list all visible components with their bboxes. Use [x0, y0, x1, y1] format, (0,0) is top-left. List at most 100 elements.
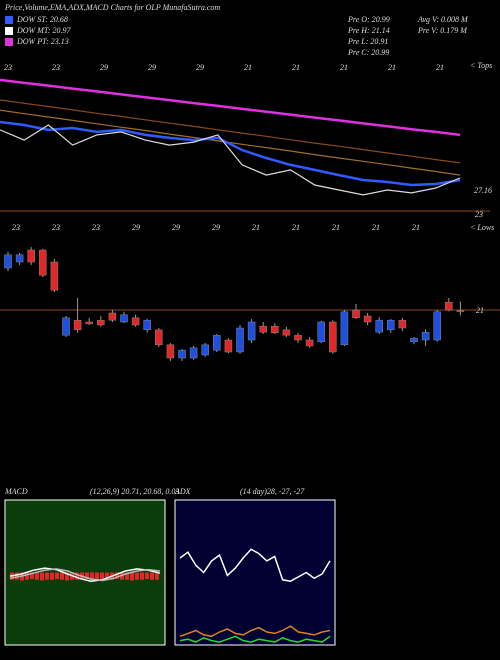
- info-label: Pre L: 20.91: [347, 37, 388, 46]
- date-label: 21: [252, 223, 260, 232]
- candle-body: [433, 311, 441, 341]
- date-label: 29: [148, 63, 156, 72]
- candle-body: [445, 301, 453, 311]
- histogram-bar: [15, 572, 19, 580]
- candle-body: [387, 319, 395, 331]
- date-label: 21: [412, 223, 420, 232]
- date-label: 21: [340, 63, 348, 72]
- candle-body: [224, 339, 233, 353]
- candle-body: [39, 249, 47, 276]
- candle-body: [271, 325, 279, 334]
- histogram-bar: [75, 572, 79, 580]
- info-label: Pre V: 0.179 M: [417, 26, 468, 35]
- histogram-bar: [90, 572, 94, 580]
- histogram-bar: [65, 572, 69, 581]
- candle-body: [73, 319, 82, 331]
- histogram-bar: [35, 572, 39, 580]
- series-line: [179, 625, 331, 638]
- series-line: [179, 548, 331, 582]
- candle-body: [50, 261, 59, 291]
- date-label: 23: [52, 223, 60, 232]
- series-line: [0, 120, 461, 187]
- candle-body: [155, 329, 163, 346]
- date-label: 21: [244, 63, 252, 72]
- candle-body: [340, 311, 349, 346]
- histogram-bar: [60, 572, 64, 580]
- y-tick-label: 21: [476, 306, 484, 315]
- date-label: 29: [212, 223, 220, 232]
- legend-label: DOW ST: 20.68: [16, 15, 68, 24]
- candle-body: [15, 254, 24, 263]
- candle-body: [27, 249, 35, 263]
- candle-body: [178, 349, 186, 359]
- histogram-bar: [25, 572, 29, 580]
- date-label: 23: [12, 223, 20, 232]
- candle-body: [410, 337, 418, 343]
- candle-body: [352, 309, 360, 319]
- candle-body: [62, 317, 70, 336]
- date-label: 23: [4, 63, 12, 72]
- candle-body: [421, 331, 430, 341]
- candle-body: [247, 321, 256, 341]
- date-label: 29: [100, 63, 108, 72]
- candle-body: [166, 344, 175, 359]
- date-label: 21: [388, 63, 396, 72]
- candle-body: [236, 327, 244, 353]
- candle-body: [294, 334, 302, 341]
- histogram-bar: [105, 572, 109, 580]
- histogram-bar: [120, 572, 124, 580]
- candle-body: [363, 315, 372, 323]
- histogram-bar: [45, 572, 49, 580]
- histogram-bar: [130, 572, 134, 581]
- date-label: 23: [92, 223, 100, 232]
- candle-body: [143, 319, 151, 331]
- legend-label: DOW MT: 20.97: [16, 26, 72, 35]
- info-label: Pre O: 20.99: [347, 15, 390, 24]
- candle-body: [398, 319, 407, 329]
- candle-body: [108, 312, 117, 321]
- right-label: < Lows: [470, 223, 494, 232]
- candle-body: [189, 347, 198, 359]
- candle-body: [282, 329, 291, 336]
- candle-body: [317, 321, 325, 343]
- candle-body: [4, 254, 12, 269]
- legend-swatch: [5, 27, 13, 35]
- histogram-bar: [115, 572, 119, 580]
- date-label: 29: [132, 223, 140, 232]
- histogram-bar: [140, 572, 144, 580]
- date-label: 21: [332, 223, 340, 232]
- histogram-bar: [55, 572, 59, 580]
- candle-body: [259, 325, 267, 333]
- histogram-bar: [100, 572, 104, 581]
- panel-title: MACD: [4, 487, 28, 496]
- candle-body: [85, 321, 93, 325]
- panel-frame: [174, 499, 336, 646]
- panel-subtitle: (14 day)28, -27, -27: [240, 487, 305, 496]
- right-label: < Tops: [470, 61, 492, 70]
- date-label: 21: [436, 63, 444, 72]
- date-label: 21: [292, 63, 300, 72]
- series-line: [0, 99, 461, 164]
- candle-body: [305, 339, 314, 347]
- legend-swatch: [5, 16, 13, 24]
- histogram-bar: [50, 572, 54, 580]
- page-title: Price,Volume,EMA,ADX,MACD Charts for OLP…: [4, 3, 220, 12]
- candle-body: [97, 319, 105, 326]
- histogram-bar: [40, 572, 44, 581]
- histogram-bar: [150, 572, 154, 580]
- info-label: Pre C: 20.99: [347, 48, 389, 57]
- histogram-bar: [155, 572, 159, 580]
- series-line: [0, 78, 461, 137]
- histogram-bar: [135, 572, 139, 580]
- histogram-bar: [85, 572, 89, 580]
- legend-label: DOW PT: 23.13: [16, 37, 69, 46]
- candle-body: [375, 319, 383, 333]
- histogram-bar: [125, 572, 129, 580]
- annotation: 27.16: [474, 186, 492, 195]
- panel-title: ADX: [174, 487, 192, 496]
- info-label: Avg V: 0.008 M: [417, 15, 469, 24]
- date-label: 29: [196, 63, 204, 72]
- series-line: [179, 635, 331, 643]
- candle-body: [131, 317, 140, 326]
